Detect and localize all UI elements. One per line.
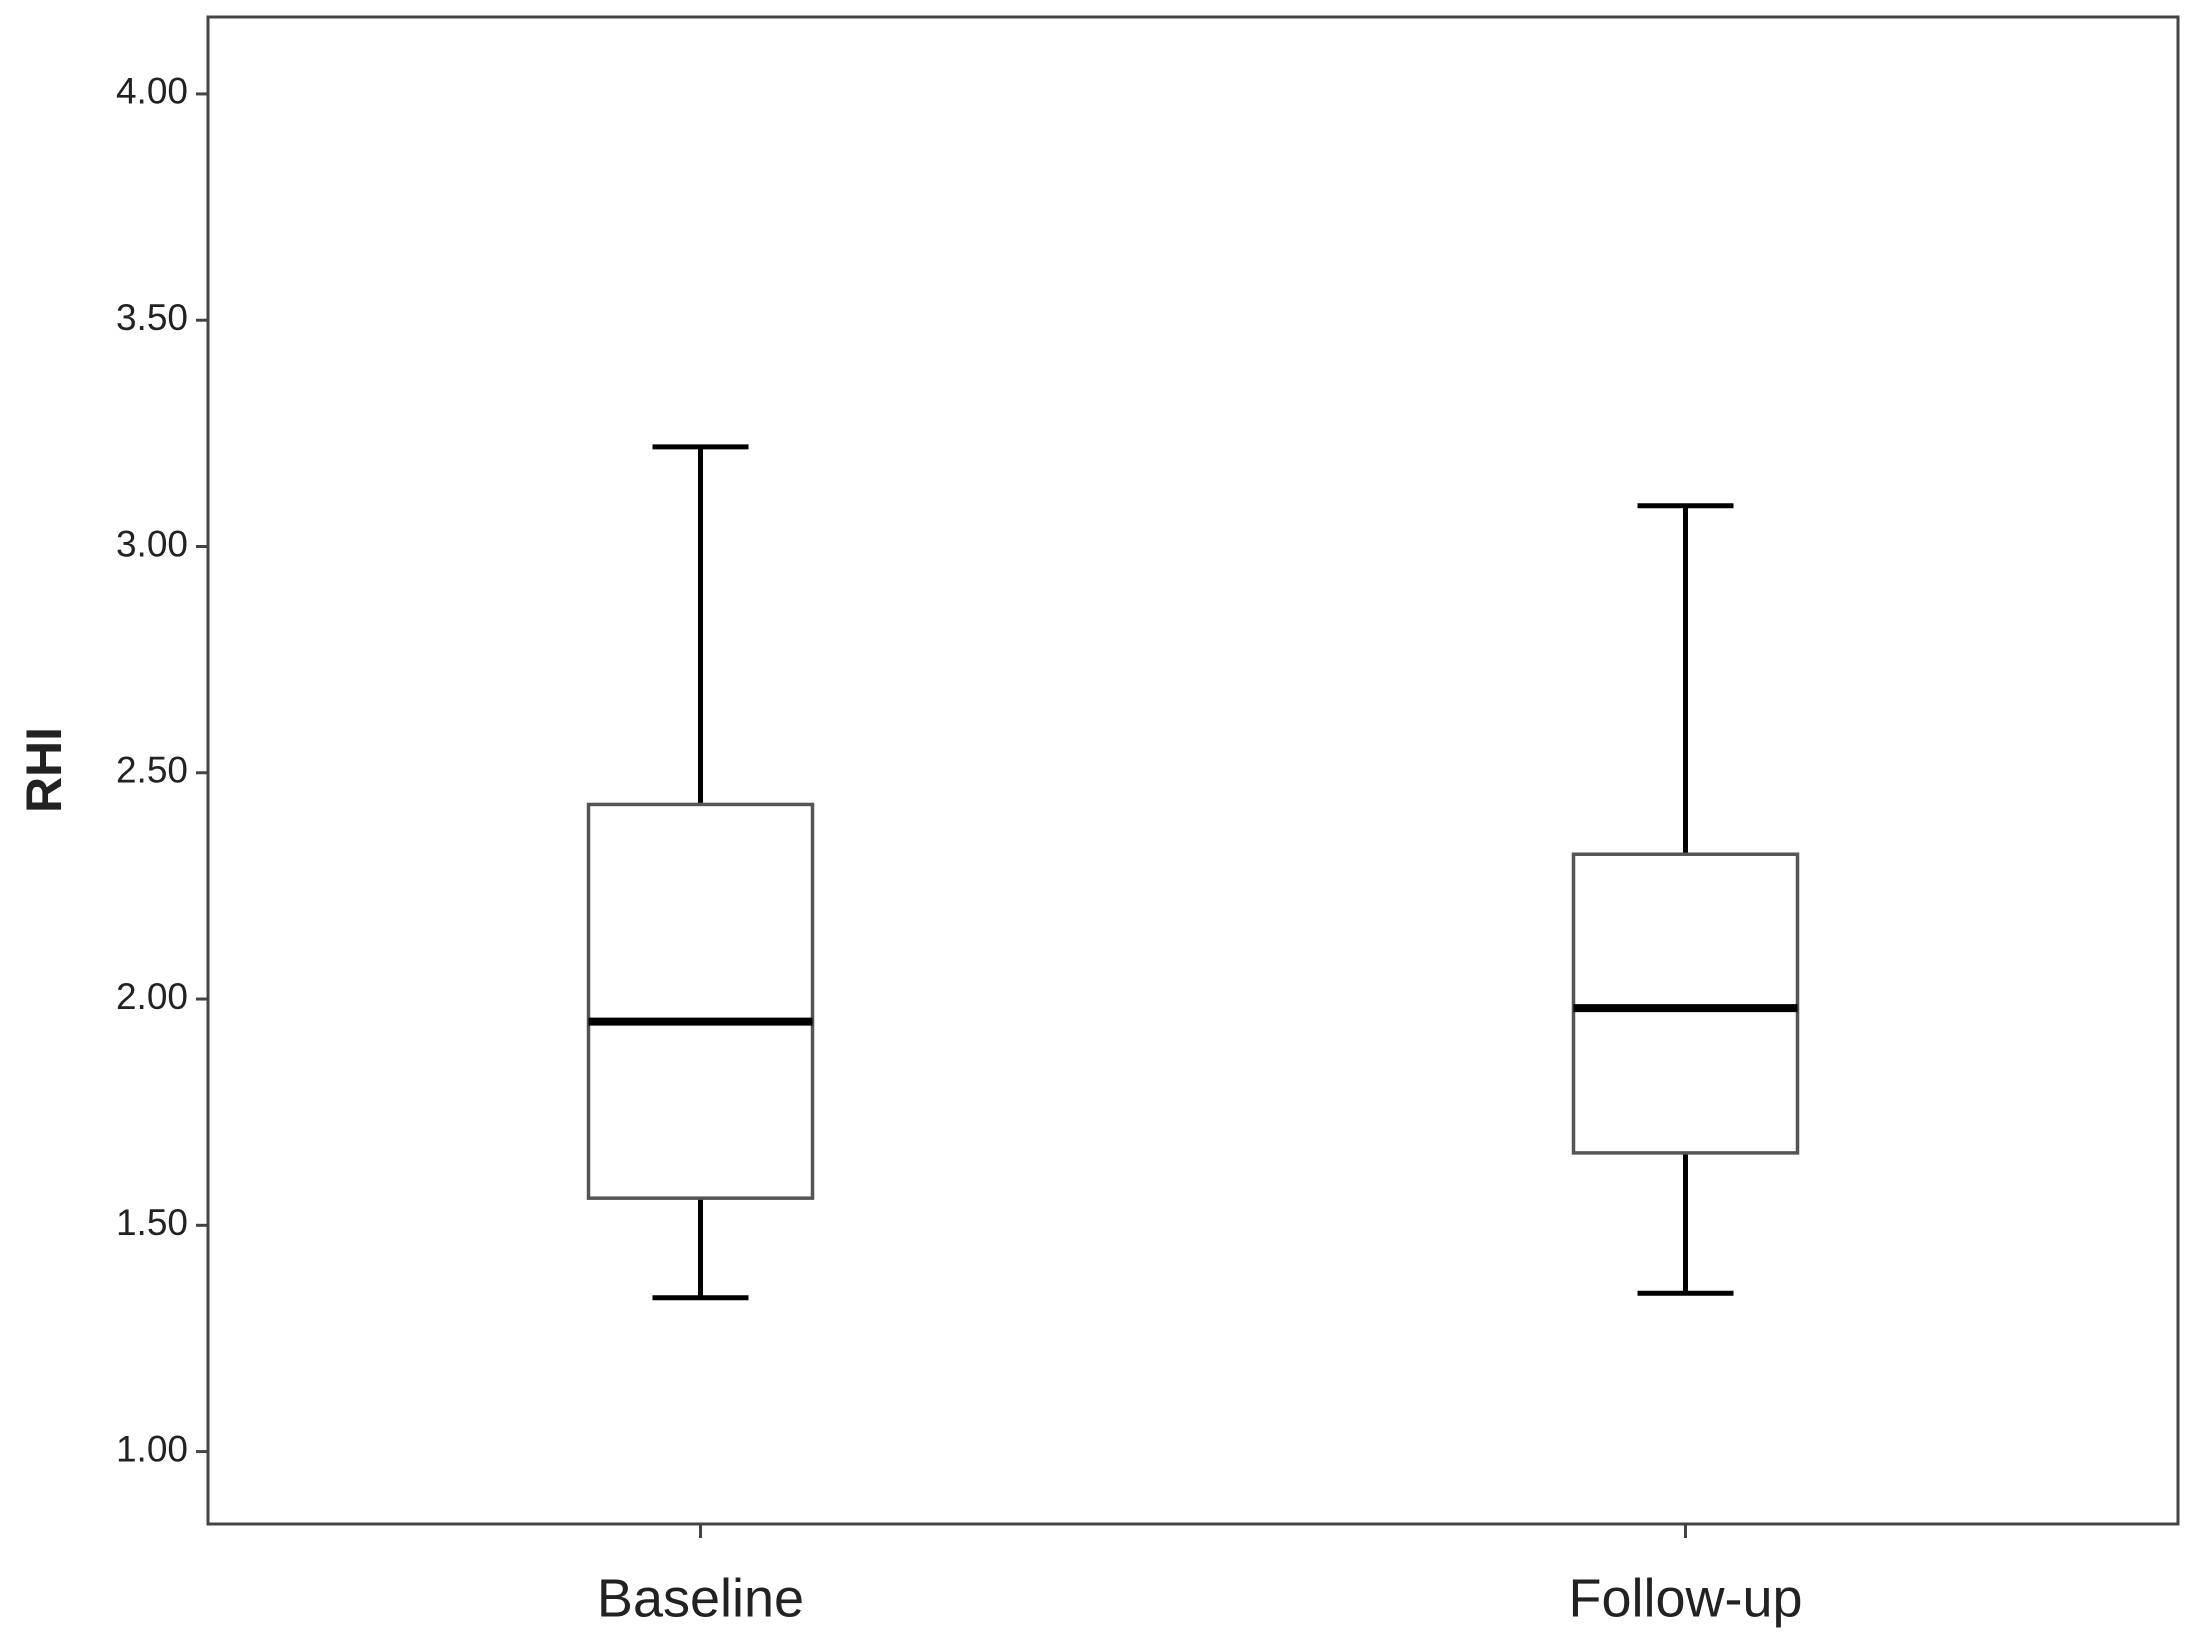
x-tick-label: Follow-up (1568, 1568, 1802, 1628)
y-tick-label: 1.50 (116, 1202, 188, 1243)
y-tick-label: 3.50 (116, 297, 188, 338)
box (1571, 852, 1800, 1155)
y-tick-label: 2.50 (116, 750, 188, 791)
y-axis-label: RHI (16, 727, 72, 813)
box (586, 802, 815, 1200)
y-tick-label: 1.00 (116, 1428, 188, 1469)
y-tick-label: 2.00 (116, 976, 188, 1017)
y-tick-label: 3.00 (116, 523, 188, 564)
x-tick-label: Baseline (597, 1568, 804, 1628)
plot-frame (206, 15, 2180, 1526)
y-tick-label: 4.00 (116, 71, 188, 112)
